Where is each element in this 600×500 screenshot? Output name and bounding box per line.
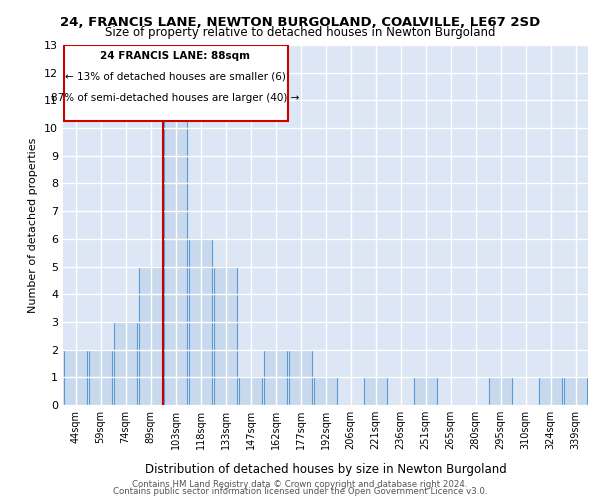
Bar bbox=[188, 239, 212, 405]
Bar bbox=[239, 378, 262, 405]
Bar bbox=[64, 45, 287, 121]
Text: ← 13% of detached houses are smaller (6): ← 13% of detached houses are smaller (6) bbox=[65, 72, 286, 82]
Bar bbox=[289, 350, 313, 405]
Bar bbox=[314, 378, 337, 405]
Bar bbox=[563, 378, 587, 405]
Text: 24 FRANCIS LANE: 88sqm: 24 FRANCIS LANE: 88sqm bbox=[101, 51, 251, 61]
Y-axis label: Number of detached properties: Number of detached properties bbox=[28, 138, 38, 312]
Text: Contains HM Land Registry data © Crown copyright and database right 2024.: Contains HM Land Registry data © Crown c… bbox=[132, 480, 468, 489]
Bar bbox=[488, 378, 512, 405]
Text: Contains public sector information licensed under the Open Government Licence v3: Contains public sector information licen… bbox=[113, 487, 487, 496]
Bar bbox=[214, 266, 238, 405]
Bar bbox=[413, 378, 437, 405]
Bar bbox=[164, 100, 187, 405]
Bar bbox=[263, 350, 287, 405]
Bar bbox=[113, 322, 137, 405]
Text: 87% of semi-detached houses are larger (40) →: 87% of semi-detached houses are larger (… bbox=[52, 92, 299, 102]
Bar bbox=[89, 350, 112, 405]
Bar bbox=[539, 378, 562, 405]
Bar bbox=[64, 350, 88, 405]
Bar bbox=[364, 378, 388, 405]
Text: Size of property relative to detached houses in Newton Burgoland: Size of property relative to detached ho… bbox=[105, 26, 495, 39]
Text: 24, FRANCIS LANE, NEWTON BURGOLAND, COALVILLE, LE67 2SD: 24, FRANCIS LANE, NEWTON BURGOLAND, COAL… bbox=[60, 16, 540, 29]
Bar bbox=[139, 266, 163, 405]
X-axis label: Distribution of detached houses by size in Newton Burgoland: Distribution of detached houses by size … bbox=[145, 463, 506, 476]
